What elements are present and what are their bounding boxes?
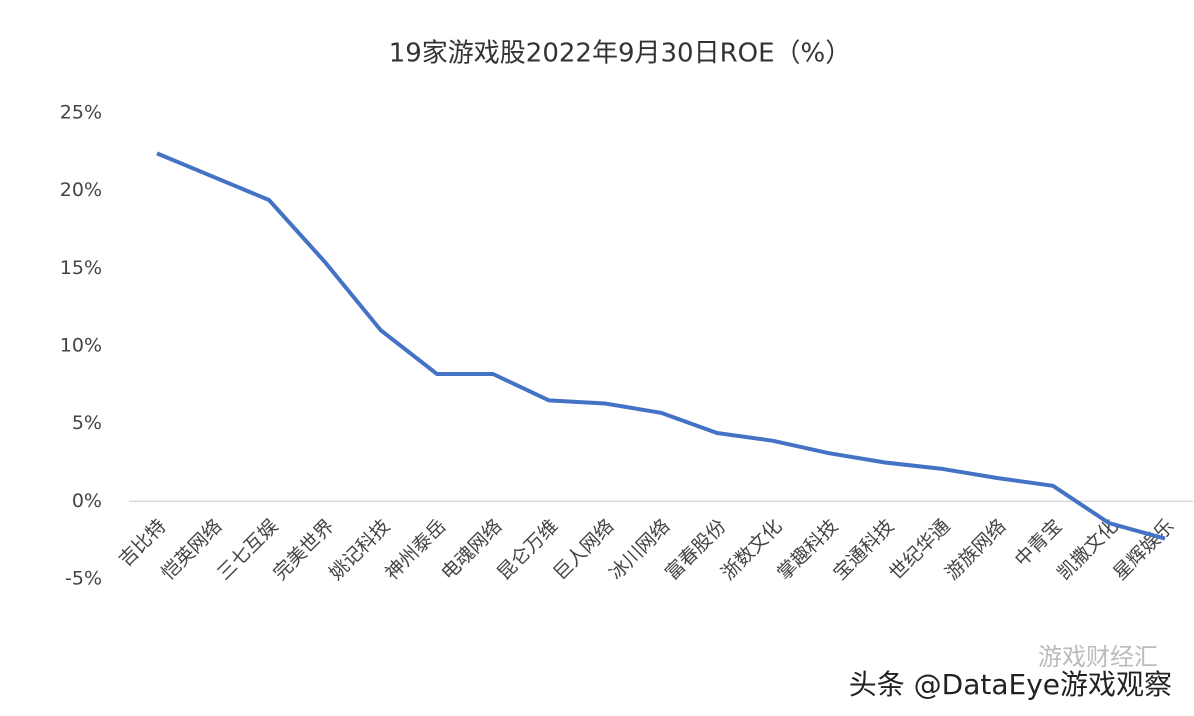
y-tick-label: 5% — [72, 412, 102, 434]
x-tick-label: 宝通科技 — [829, 515, 898, 584]
x-tick-label: 游族网络 — [941, 515, 1010, 584]
x-tick-label: 浙数文化 — [717, 515, 786, 584]
watermark-account: 游戏财经汇 — [1038, 643, 1158, 671]
y-tick-label: 0% — [72, 490, 102, 512]
line-series — [156, 151, 1166, 541]
y-tick-label: 10% — [60, 335, 102, 357]
x-tick-label: 昆仑万维 — [493, 515, 562, 584]
x-tick-label: 神州泰岳 — [381, 515, 450, 584]
x-tick-label: 巨人网络 — [549, 515, 618, 584]
chart-title: 19家游戏股2022年9月30日ROE（%） — [389, 39, 852, 69]
y-tick-label: 20% — [60, 179, 102, 201]
x-tick-label: 冰川网络 — [605, 515, 674, 584]
x-tick-label: 富春股份 — [661, 515, 730, 584]
y-tick-label: -5% — [65, 568, 102, 590]
x-tick-label: 掌趣科技 — [773, 515, 842, 584]
x-tick-label: 电魂网络 — [437, 515, 506, 584]
x-tick-label: 姚记科技 — [325, 515, 394, 584]
watermark-source: 头条 @DataEye游戏观察 — [849, 668, 1172, 701]
x-tick-label: 恺英网络 — [157, 515, 226, 584]
x-tick-label: 完美世界 — [269, 515, 338, 584]
y-tick-label: 25% — [60, 102, 102, 124]
x-tick-label: 世纪华通 — [885, 515, 954, 584]
y-tick-label: 15% — [60, 257, 102, 279]
x-tick-label: 三七互娱 — [213, 515, 282, 584]
